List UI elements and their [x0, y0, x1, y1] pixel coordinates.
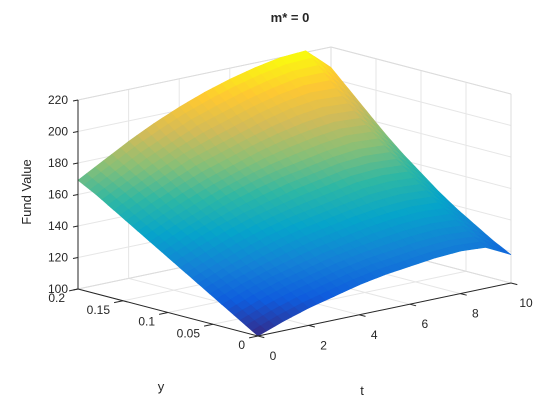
x-tick-mark [257, 335, 265, 339]
z-tick-mark [72, 225, 79, 228]
z-tick-label: 160 [48, 188, 68, 202]
y-axis-label: y [158, 379, 165, 394]
x-tick-label: 4 [371, 328, 378, 342]
x-tick-mark [460, 293, 467, 296]
tick-labels: 024681000.050.10.150.2100120140160180200… [48, 93, 533, 363]
z-tick-mark [72, 194, 79, 196]
x-tick-label: 0 [270, 349, 277, 363]
z-tick-mark [72, 99, 79, 102]
chart-title: m* = 0 [271, 10, 310, 25]
x-tick-label: 8 [472, 307, 479, 321]
z-tick-mark [72, 131, 79, 133]
y-tick-label: 0.2 [48, 291, 65, 305]
y-tick-label: 0.05 [177, 326, 201, 340]
x-axis-line [257, 282, 512, 337]
z-tick-label: 140 [48, 219, 68, 233]
z-tick-label: 120 [48, 251, 68, 265]
x-tick-mark [510, 282, 518, 286]
y-tick-mark [204, 323, 214, 327]
z-tick-label: 180 [48, 156, 68, 170]
surface-mesh [77, 50, 512, 337]
z-tick-label: 100 [48, 282, 68, 296]
y-tick-label: 0.15 [87, 303, 111, 317]
x-tick-label: 6 [421, 317, 428, 331]
z-tick-mark [72, 288, 79, 291]
x-tick-mark [359, 314, 366, 317]
x-tick-mark [409, 303, 417, 307]
y-tick-mark [248, 335, 259, 339]
x-tick-label: 2 [320, 338, 327, 352]
x-tick-mark [308, 324, 316, 328]
y-tick-mark [114, 300, 124, 304]
z-tick-mark [72, 162, 79, 165]
axes-box-front [68, 99, 518, 339]
y-tick-label: 0 [238, 338, 245, 352]
z-tick-label: 200 [48, 125, 68, 139]
surface-patch [251, 325, 267, 337]
y-tick-mark [158, 312, 169, 315]
z-tick-mark [72, 257, 79, 259]
y-tick-label: 0.1 [138, 315, 155, 329]
z-axis-label: Fund Value [19, 159, 34, 225]
x-tick-label: 10 [519, 296, 533, 310]
x-axis-label: t [360, 383, 364, 398]
box-edge [330, 46, 512, 95]
z-tick-label: 220 [48, 93, 68, 107]
